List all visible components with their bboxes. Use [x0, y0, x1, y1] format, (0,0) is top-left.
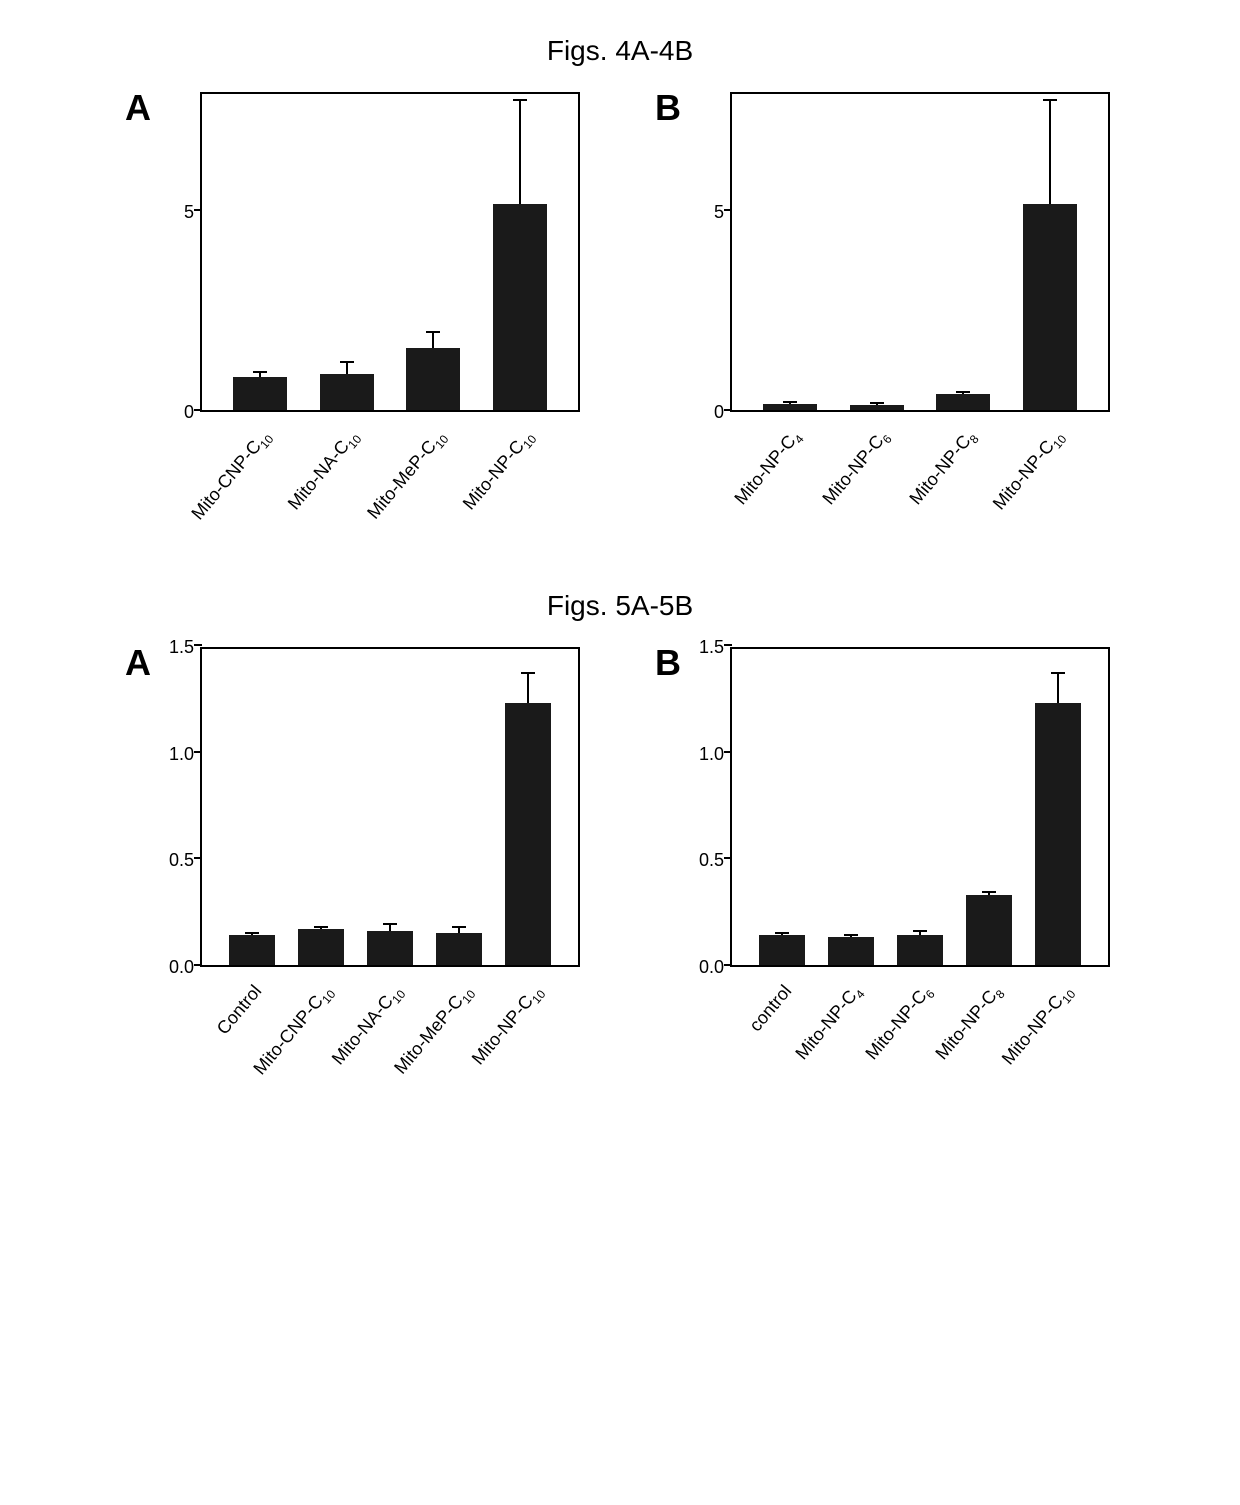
bar	[897, 935, 943, 965]
bars-container	[732, 94, 1108, 410]
y-tick: 5	[184, 203, 194, 221]
bar-slot	[217, 649, 286, 965]
bar	[229, 935, 275, 965]
bar-slot	[425, 649, 494, 965]
panel-letter: A	[125, 642, 151, 684]
plot-area	[730, 647, 1110, 967]
y-tick: 5	[714, 203, 724, 221]
bar-slot	[834, 94, 921, 410]
y-tick: 0	[184, 403, 194, 421]
figure5-row: A2-OH-E+ (nmol/mg protein)0.00.51.01.5Co…	[20, 647, 1220, 1115]
y-tick: 0.5	[699, 851, 724, 869]
bar	[493, 204, 547, 410]
bar	[759, 935, 805, 965]
y-tick: 1.0	[699, 745, 724, 763]
plot-area	[200, 647, 580, 967]
y-axis: 0.00.51.01.5	[690, 647, 730, 967]
bar-slot	[286, 649, 355, 965]
bar-slot	[390, 94, 477, 410]
x-tick-label: Control	[213, 981, 266, 1039]
y-tick: 1.0	[169, 745, 194, 763]
bar	[505, 703, 551, 965]
y-tick: 0.0	[169, 958, 194, 976]
panel-letter: B	[655, 87, 681, 129]
bar	[1035, 703, 1081, 965]
panel-letter: A	[125, 87, 151, 129]
panel-5B: B2-OH-E+ (nmol/mg protein)0.00.51.01.5co…	[660, 647, 1110, 1115]
bar-slot	[1007, 94, 1094, 410]
y-tick: 1.5	[699, 638, 724, 656]
panel-letter: B	[655, 642, 681, 684]
y-tick: 0.0	[699, 958, 724, 976]
panel-4B: BMito-NP-Cn (nmol/mg protein)05Mito-NP-C…	[660, 92, 1110, 560]
bars-container	[202, 649, 578, 965]
x-axis-labels: Mito-NP-C4Mito-NP-C6Mito-NP-C8Mito-NP-C1…	[730, 412, 1110, 560]
y-axis: 05	[160, 92, 200, 412]
bar-slot	[747, 94, 834, 410]
panel-5A: A2-OH-E+ (nmol/mg protein)0.00.51.01.5Co…	[130, 647, 580, 1115]
y-tick: 0.5	[169, 851, 194, 869]
bar-slot	[955, 649, 1024, 965]
bar	[436, 933, 482, 965]
x-tick-label: Mito-CNP-C10	[188, 426, 277, 526]
bar-slot	[477, 94, 564, 410]
bar	[298, 929, 344, 965]
y-axis: 0.00.51.01.5	[160, 647, 200, 967]
chart-wrap: Mito-Py (nmol/mg protein)05	[130, 92, 580, 412]
y-tick: 0	[714, 403, 724, 421]
bar	[320, 374, 374, 410]
bars-container	[732, 649, 1108, 965]
figure4-row: AMito-Py (nmol/mg protein)05Mito-CNP-C10…	[20, 92, 1220, 560]
bar-slot	[1024, 649, 1093, 965]
bar	[828, 937, 874, 965]
x-axis-labels: controlMito-NP-C4Mito-NP-C6Mito-NP-C8Mit…	[730, 967, 1110, 1115]
plot-area	[200, 92, 580, 412]
bars-container	[202, 94, 578, 410]
bar-slot	[920, 94, 1007, 410]
bar	[233, 377, 287, 410]
chart-wrap: 2-OH-E+ (nmol/mg protein)0.00.51.01.5	[660, 647, 1110, 967]
y-axis: 05	[690, 92, 730, 412]
y-tick: 1.5	[169, 638, 194, 656]
bar	[936, 394, 990, 410]
bar-slot	[747, 649, 816, 965]
bar	[850, 405, 904, 410]
bar	[763, 404, 817, 410]
bar	[966, 895, 1012, 965]
figure5-title: Figs. 5A-5B	[20, 590, 1220, 622]
bar-slot	[885, 649, 954, 965]
x-axis-labels: ControlMito-CNP-C10Mito-NA-C10Mito-MeP-C…	[200, 967, 580, 1115]
panel-4A: AMito-Py (nmol/mg protein)05Mito-CNP-C10…	[130, 92, 580, 560]
bar-slot	[355, 649, 424, 965]
bar-slot	[494, 649, 563, 965]
x-axis-labels: Mito-CNP-C10Mito-NA-C10Mito-MeP-C10Mito-…	[200, 412, 580, 560]
plot-area	[730, 92, 1110, 412]
chart-wrap: Mito-NP-Cn (nmol/mg protein)05	[660, 92, 1110, 412]
figure4-title: Figs. 4A-4B	[20, 35, 1220, 67]
bar	[367, 931, 413, 965]
bar	[1023, 204, 1077, 410]
x-tick-label: Mito-NP-C4	[730, 426, 806, 511]
bar	[406, 348, 460, 410]
chart-wrap: 2-OH-E+ (nmol/mg protein)0.00.51.01.5	[130, 647, 580, 967]
bar-slot	[304, 94, 391, 410]
x-tick-label: control	[745, 981, 796, 1036]
bar-slot	[816, 649, 885, 965]
bar-slot	[217, 94, 304, 410]
